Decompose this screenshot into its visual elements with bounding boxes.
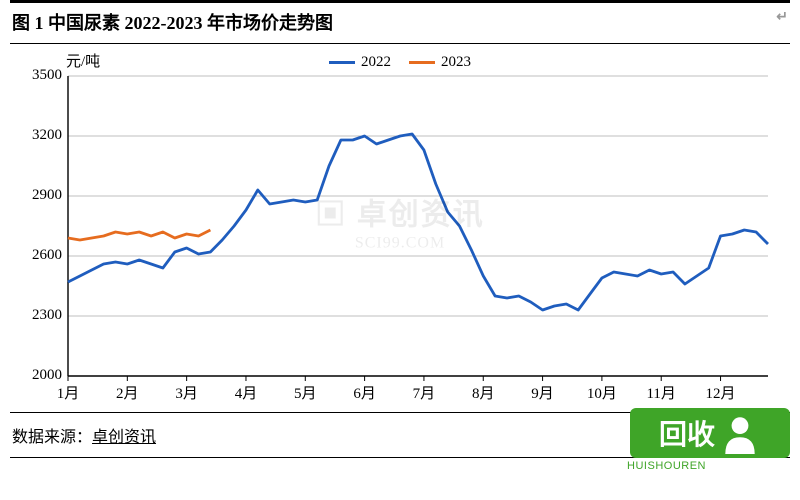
chart-title: 图 1 中国尿素 2022-2023 年市场价走势图 (12, 9, 333, 35)
title-row: 图 1 中国尿素 2022-2023 年市场价走势图 ↵ (0, 3, 800, 39)
y-tick-label: 3200 (22, 127, 62, 144)
x-tick-label: 11月 (646, 382, 675, 403)
x-tick-label: 6月 (353, 382, 376, 403)
source-name: 卓创资讯 (92, 429, 156, 446)
source-text: 数据来源：卓创资讯 (12, 423, 156, 447)
brand-badge: 回收 (630, 408, 790, 458)
axes (68, 76, 721, 381)
x-tick-label: 9月 (531, 382, 554, 403)
x-tick-label: 10月 (587, 382, 617, 403)
x-tick-label: 1月 (57, 382, 80, 403)
y-tick-label: 2600 (22, 247, 62, 264)
series-2022-line (68, 134, 768, 310)
person-icon (719, 412, 761, 454)
x-tick-label: 5月 (294, 382, 317, 403)
x-tick-label: 7月 (413, 382, 436, 403)
badge-text: 回收 (659, 413, 715, 453)
title-underline (10, 43, 790, 44)
y-tick-label: 3500 (22, 67, 62, 84)
x-tick-label: 12月 (706, 382, 736, 403)
grid-lines (68, 76, 768, 376)
corner-marker: ↵ (776, 9, 788, 35)
y-tick-label: 2300 (22, 307, 62, 324)
x-tick-label: 2月 (116, 382, 139, 403)
y-tick-label: 2900 (22, 187, 62, 204)
x-tick-label: 4月 (235, 382, 258, 403)
chart-svg (20, 48, 780, 408)
chart-area: 元/吨 2022 2023 ▣ 卓创资讯 SCI99.COM 200023002… (20, 48, 780, 408)
x-tick-label: 8月 (472, 382, 495, 403)
badge-subtext: HUISHOUREN (627, 460, 706, 472)
x-tick-label: 3月 (175, 382, 198, 403)
series-2023-line (68, 230, 210, 240)
